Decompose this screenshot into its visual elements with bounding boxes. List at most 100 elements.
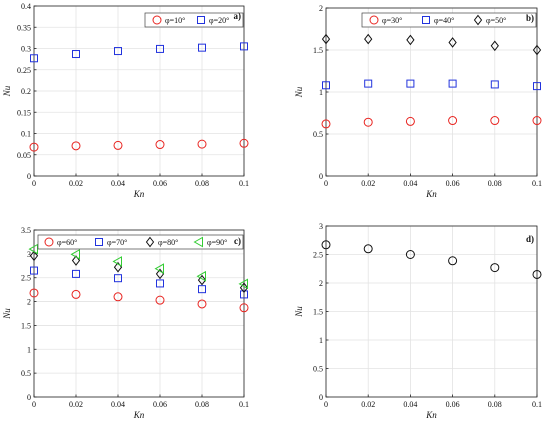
y-axis-label: Nu [294, 306, 304, 318]
x-axis-label: Kn [133, 189, 145, 199]
x-tick-label: 0.04 [403, 179, 417, 188]
data-point [240, 42, 248, 51]
y-tick-label: 0.5 [313, 130, 323, 139]
data-point [448, 256, 458, 266]
data-point [532, 116, 542, 126]
data-point [448, 116, 458, 126]
data-point [406, 79, 415, 88]
data-point [156, 279, 164, 288]
y-tick-label: 0.5 [21, 369, 31, 378]
data-point [71, 289, 81, 299]
data-point [321, 119, 331, 129]
data-point [322, 81, 330, 90]
legend-box [361, 12, 537, 28]
legend-marker [473, 14, 483, 26]
data-point [448, 79, 457, 88]
data-point [113, 140, 123, 150]
y-tick-label: 1 [319, 88, 323, 97]
data-point [490, 80, 499, 89]
legend-label: φ=70° [107, 238, 127, 247]
y-tick-label: 0.15 [17, 108, 31, 117]
legend-label: φ=80° [158, 238, 178, 247]
panel-label: d) [526, 234, 534, 244]
data-point [196, 270, 206, 282]
data-point [532, 269, 542, 279]
legend-marker [44, 237, 54, 247]
y-tick-label: 0 [27, 172, 31, 181]
legend-label: φ=40° [434, 16, 454, 25]
x-tick-label: 0.06 [153, 400, 167, 409]
y-tick-label: 3.5 [21, 226, 31, 235]
legend-label: φ=30° [382, 16, 402, 25]
x-tick-label: 0.02 [69, 400, 83, 409]
data-point [28, 243, 38, 255]
legend-marker [145, 236, 155, 248]
data-point [155, 140, 165, 150]
data-point [490, 263, 500, 273]
x-tick-label: 0.08 [488, 400, 502, 409]
y-tick-label: 0 [319, 393, 323, 402]
y-axis-label: Nu [2, 85, 12, 97]
panel-label: b) [526, 13, 534, 23]
y-tick-label: 0.05 [17, 151, 31, 160]
data-point [321, 240, 331, 250]
y-tick-label: 1 [319, 336, 323, 345]
x-tick-label: 0.1 [532, 400, 542, 409]
data-point [448, 37, 457, 48]
y-tick-label: 1 [27, 345, 31, 354]
chart-panel: 0 0.02 0.04 0.06 0.08 0.1 0 0.05 0.1 0.15 0.2 0.25 0… [2, 2, 249, 199]
x-tick-label: 0.1 [532, 179, 542, 188]
x-tick-label: 0.04 [111, 179, 125, 188]
x-tick-label: 0.08 [195, 400, 209, 409]
x-tick-label: 0.06 [446, 179, 460, 188]
y-axis-label: Nu [294, 86, 304, 98]
data-point [114, 47, 122, 56]
x-tick-label: 0 [324, 179, 328, 188]
x-tick-label: 0.08 [488, 179, 502, 188]
x-tick-label: 0.02 [69, 179, 83, 188]
data-point [238, 278, 248, 290]
y-tick-label: 0 [27, 393, 31, 402]
legend: φ=30° φ=40° φ=50° [361, 12, 537, 28]
data-point [406, 34, 415, 46]
data-point [239, 282, 249, 294]
x-tick-label: 0 [324, 400, 328, 409]
data-point [71, 141, 81, 151]
legend-label: φ=20° [209, 16, 229, 25]
legend-label: φ=50° [486, 16, 506, 25]
data-point [533, 82, 541, 91]
data-point [405, 116, 415, 126]
data-point [112, 256, 122, 267]
data-point [198, 43, 206, 52]
y-tick-label: 1.5 [313, 46, 323, 55]
y-tick-label: 2.5 [21, 274, 31, 283]
y-tick-label: 2 [319, 279, 323, 288]
x-tick-label: 0.06 [446, 400, 460, 409]
x-axis-label: Kn [133, 410, 145, 420]
data-point [114, 274, 122, 283]
legend-label: φ=90° [207, 238, 227, 247]
plot-area [34, 230, 244, 397]
panel-label: a) [234, 11, 242, 21]
data-point [197, 299, 207, 309]
data-point [72, 269, 80, 278]
legend-marker [422, 16, 430, 24]
data-point [70, 248, 80, 260]
data-point [364, 79, 373, 88]
data-point [364, 33, 373, 45]
y-tick-label: 3 [27, 250, 31, 259]
data-point [72, 50, 80, 59]
data-point [197, 139, 207, 149]
data-point [29, 250, 39, 262]
data-point [240, 290, 248, 299]
data-point [321, 33, 331, 45]
y-tick-label: 2.5 [313, 251, 323, 260]
legend-box [37, 234, 244, 250]
y-tick-label: 0.5 [313, 365, 323, 374]
y-tick-label: 3 [319, 222, 323, 231]
legend-marker [197, 16, 205, 24]
data-point [198, 285, 206, 294]
legend-marker [193, 236, 203, 248]
data-point [363, 117, 373, 127]
